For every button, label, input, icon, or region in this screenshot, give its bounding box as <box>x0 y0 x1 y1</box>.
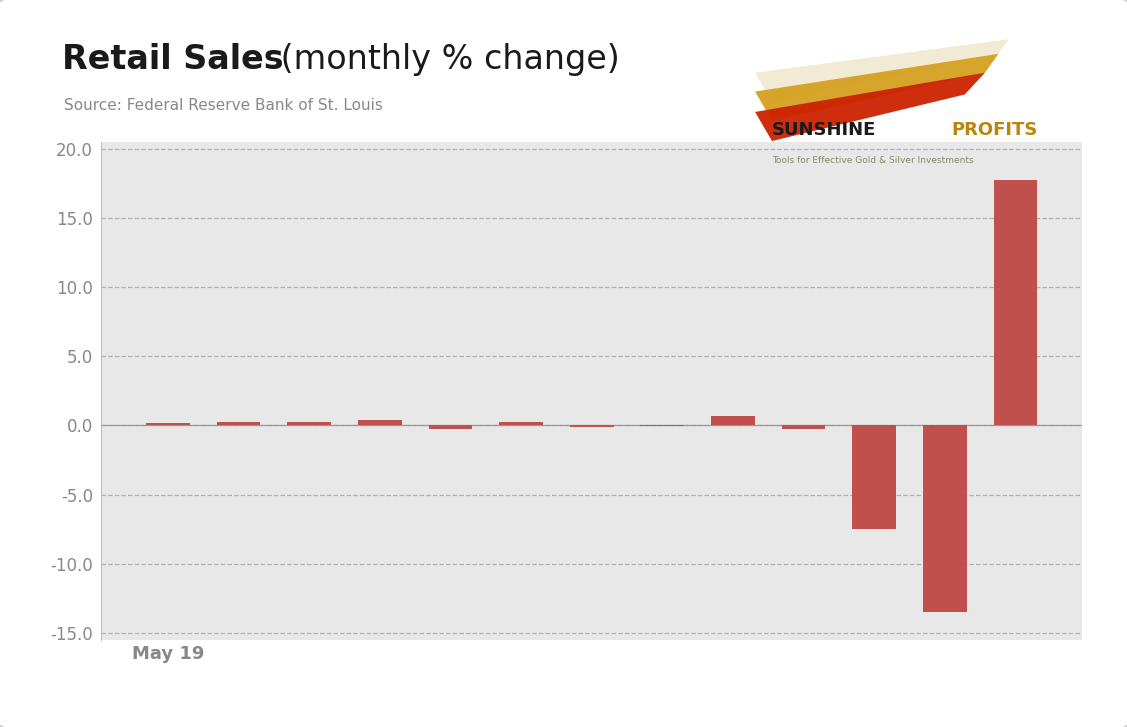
Polygon shape <box>755 73 985 141</box>
Bar <box>570 425 613 427</box>
Bar <box>358 420 401 425</box>
Bar <box>923 425 967 612</box>
Polygon shape <box>755 54 999 121</box>
Bar <box>216 422 260 425</box>
Bar <box>640 425 684 427</box>
Text: (monthly % change): (monthly % change) <box>270 44 620 76</box>
Text: Tools for Effective Gold & Silver Investments: Tools for Effective Gold & Silver Invest… <box>772 156 974 164</box>
Bar <box>782 425 825 430</box>
Bar <box>711 417 755 425</box>
Bar <box>428 425 472 429</box>
Bar <box>147 423 189 425</box>
Text: SUNSHINE: SUNSHINE <box>772 121 877 139</box>
Bar <box>852 425 896 529</box>
Text: PROFITS: PROFITS <box>951 121 1038 139</box>
Polygon shape <box>755 39 1009 102</box>
Text: Retail Sales: Retail Sales <box>62 44 284 76</box>
Bar <box>287 422 331 425</box>
Bar <box>499 422 543 425</box>
Bar <box>994 180 1037 425</box>
Text: Source: Federal Reserve Bank of St. Louis: Source: Federal Reserve Bank of St. Loui… <box>64 97 383 113</box>
